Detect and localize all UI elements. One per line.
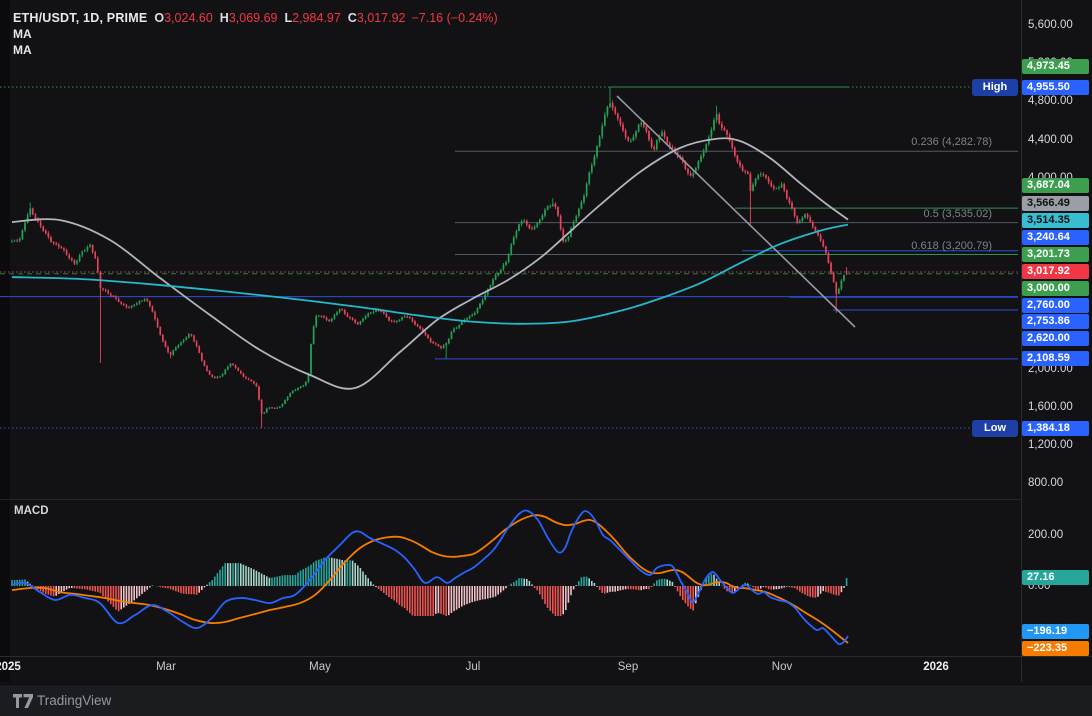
descending-trendline[interactable]	[616, 95, 856, 328]
price-label-chip: 2,620.00	[1022, 330, 1089, 346]
low-value: 2,984.97	[292, 11, 341, 25]
ma-legend-1[interactable]: MA	[13, 27, 32, 41]
symbol-title[interactable]: ETH/USDT, 1D, PRIME	[13, 11, 148, 25]
price-tick-2000: 2,000.00	[1028, 362, 1073, 375]
chart-left-margin	[0, 0, 10, 682]
ma-gray-line[interactable]	[11, 137, 849, 390]
price-scale-border	[1021, 0, 1022, 682]
price-tick-1600: 1,600.00	[1028, 400, 1073, 413]
macd-indicator-label[interactable]: MACD	[14, 505, 49, 517]
change-value: −7.16 (−0.24%)	[411, 11, 498, 25]
price-label-chip: 3,566.49	[1022, 195, 1089, 211]
time-axis-border	[0, 656, 1092, 657]
price-label-chip: 3,687.04	[1022, 177, 1089, 193]
price-label-chip: 27.16	[1022, 569, 1089, 585]
price-tick-5600: 5,600.00	[1028, 18, 1073, 31]
time-axis-label-Mar[interactable]: Mar	[156, 661, 176, 673]
price-tick-1200: 1,200.00	[1028, 439, 1073, 452]
low-marker-tag: Low	[972, 419, 1018, 437]
high-label: H	[219, 11, 229, 25]
high-marker-tag: High	[972, 78, 1018, 96]
time-axis-label-May[interactable]: May	[309, 661, 331, 673]
open-label: O	[154, 11, 165, 25]
price-label-chip: 4,973.45	[1022, 58, 1089, 74]
tradingview-logo-icon[interactable]	[13, 694, 35, 709]
fib-label-0.618: 0.618 (3,200.79)	[911, 239, 992, 252]
macd-main-line[interactable]	[11, 509, 849, 646]
price-label-chip: 2,760.00	[1022, 297, 1089, 313]
price-tick-4800: 4,800.00	[1028, 95, 1073, 108]
time-axis-label-2025[interactable]: 2025	[0, 661, 21, 673]
price-label-chip: 3,017.92	[1022, 263, 1089, 279]
price-chart-canvas[interactable]	[0, 0, 1021, 499]
symbol-legend[interactable]: ETH/USDT, 1D, PRIME O3,024.60 H3,069.69 L2,…	[13, 10, 498, 58]
low-label: L	[284, 11, 293, 25]
price-label-chip: 4,955.50	[1022, 79, 1089, 95]
price-label-chip: −196.19	[1022, 623, 1089, 639]
candle-bodies-down	[16, 103, 848, 414]
macd-signal-line[interactable]	[11, 514, 849, 644]
macd-tick-200: 200.00	[1028, 528, 1064, 541]
macd-indicator-canvas[interactable]	[0, 500, 1021, 656]
footer-bar: TradingView	[0, 684, 1092, 716]
fib-label-0.236: 0.236 (4,282.78)	[911, 136, 992, 149]
price-label-chip: 3,240.64	[1022, 229, 1089, 245]
price-label-chip: 3,000.00	[1022, 280, 1089, 296]
price-label-chip: 3,201.73	[1022, 246, 1089, 262]
fib-label-0.5: 0.5 (3,535.02)	[923, 207, 993, 220]
price-tick-800: 800.00	[1028, 477, 1064, 490]
price-label-chip: 2,108.59	[1022, 350, 1089, 366]
price-label-chip: 3,514.35	[1022, 212, 1089, 228]
price-label-chip: −223.35	[1022, 640, 1089, 656]
tradingview-brand-link[interactable]: TradingView	[37, 693, 112, 708]
legend-ohlc-row: ETH/USDT, 1D, PRIME O3,024.60 H3,069.69 L2,…	[13, 10, 498, 26]
time-axis-label-Jul[interactable]: Jul	[465, 661, 481, 673]
high-value: 3,069.69	[228, 11, 278, 25]
open-value: 3,024.60	[164, 11, 213, 25]
time-axis-label-Sep[interactable]: Sep	[617, 661, 639, 673]
time-axis-label-2026[interactable]: 2026	[923, 661, 949, 673]
ma-legend-2[interactable]: MA	[13, 43, 32, 57]
price-label-chip: 1,384.18	[1022, 420, 1089, 436]
price-tick-4400: 4,400.00	[1028, 133, 1073, 146]
time-axis-label-Nov[interactable]: Nov	[771, 661, 793, 673]
pane-separator[interactable]	[0, 499, 1021, 500]
price-label-chip: 2,753.86	[1022, 313, 1089, 329]
close-label: C	[347, 11, 357, 25]
close-value: 3,017.92	[356, 11, 406, 25]
ma-cyan-line[interactable]	[11, 223, 849, 325]
